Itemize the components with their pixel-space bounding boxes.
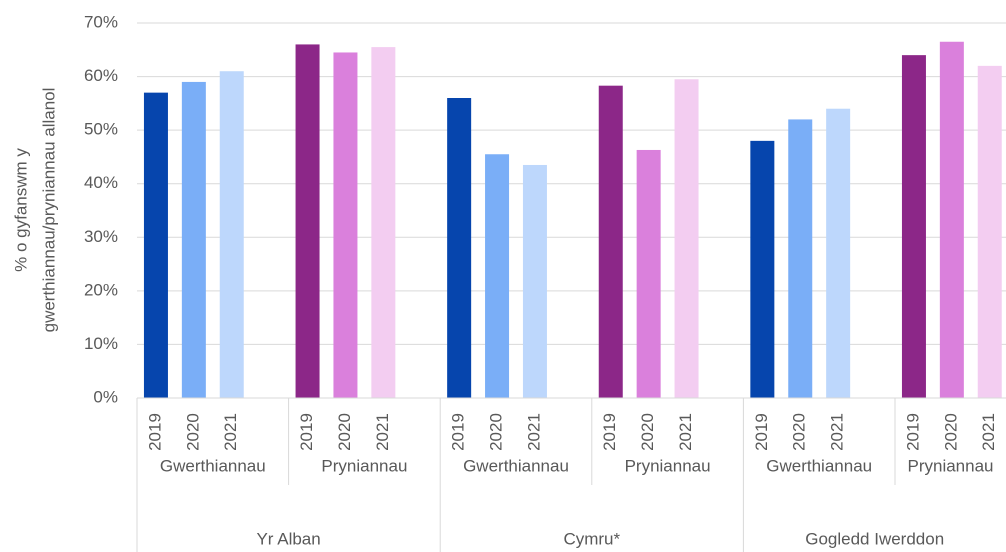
group-label: Gogledd Iwerddon (805, 529, 944, 548)
x-tick-label: 2021 (524, 413, 543, 451)
y-tick-label: 10% (84, 334, 118, 353)
x-tick-label: 2019 (297, 413, 316, 451)
x-tick-label: 2020 (941, 413, 960, 451)
x-tick-label: 2021 (221, 413, 240, 451)
bar (181, 81, 206, 398)
bar (636, 149, 661, 398)
x-tick-label: 2020 (335, 413, 354, 451)
y-tick-label: 20% (84, 280, 118, 299)
bar (333, 52, 358, 398)
bar (598, 85, 623, 398)
x-tick-label: 2020 (183, 413, 202, 451)
subgroup-label: Gwerthiannau (766, 456, 872, 475)
x-tick-label: 2019 (449, 413, 468, 451)
y-tick-label: 40% (84, 173, 118, 192)
x-tick-label: 2019 (145, 413, 164, 451)
x-tick-label: 2020 (638, 413, 657, 451)
bar (977, 65, 1002, 398)
x-tick-label: 2021 (979, 413, 998, 451)
subgroup-label: Pryniannau (907, 456, 993, 475)
bar (674, 79, 699, 398)
bar (447, 98, 472, 398)
y-tick-label: 0% (93, 387, 118, 406)
bar (295, 44, 320, 399)
y-tick-label: 60% (84, 66, 118, 85)
subgroup-label: Pryniannau (321, 456, 407, 475)
y-tick-label: 50% (84, 120, 118, 139)
y-tick-label: 30% (84, 227, 118, 246)
y-axis-title: gwerthiannau/pryniannau allanol (39, 88, 58, 333)
subgroup-label: Gwerthiannau (463, 456, 569, 475)
y-axis-title: % o gyfanswm y (11, 148, 30, 272)
x-tick-label: 2020 (487, 413, 506, 451)
bar (371, 47, 396, 398)
bar (219, 71, 244, 398)
bar (788, 119, 813, 398)
bar (939, 41, 964, 398)
bar (522, 164, 547, 398)
bar (901, 55, 926, 399)
bar (826, 108, 851, 398)
x-tick-label: 2020 (790, 413, 809, 451)
x-tick-label: 2021 (373, 413, 392, 451)
bar (485, 154, 510, 398)
subgroup-label: Pryniannau (625, 456, 711, 475)
x-tick-label: 2019 (752, 413, 771, 451)
y-tick-label: 70% (84, 12, 118, 31)
group-label: Yr Alban (256, 529, 320, 548)
x-tick-label: 2019 (903, 413, 922, 451)
bar (143, 92, 168, 399)
bar (750, 140, 775, 398)
x-tick-label: 2021 (676, 413, 695, 451)
x-tick-label: 2021 (828, 413, 847, 451)
group-label: Cymru* (563, 529, 620, 548)
x-tick-label: 2019 (600, 413, 619, 451)
subgroup-label: Gwerthiannau (160, 456, 266, 475)
